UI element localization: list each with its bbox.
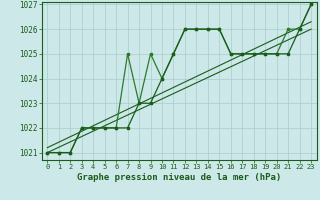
X-axis label: Graphe pression niveau de la mer (hPa): Graphe pression niveau de la mer (hPa)	[77, 173, 281, 182]
